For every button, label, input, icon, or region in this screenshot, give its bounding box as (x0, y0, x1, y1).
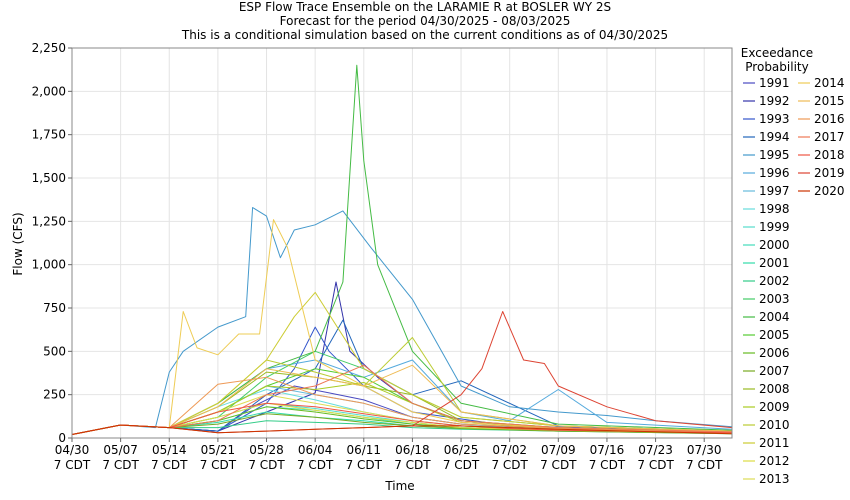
legend-item-2015: 2015 (814, 94, 845, 108)
legend-item-1992: 1992 (759, 94, 790, 108)
x-tick-label-date: 06/18 (395, 443, 430, 457)
chart-title-line-2: Forecast for the period 04/30/2025 - 08/… (279, 14, 571, 28)
legend-item-2008: 2008 (759, 382, 790, 396)
x-tick-label-date: 05/07 (103, 443, 138, 457)
axes: 0 250 500 750 1,000 1,250 1,500 1,750 2,000 2,250… (32, 41, 733, 472)
legend-item-2000: 2000 (759, 238, 790, 252)
y-tick-label: 1,750 (32, 128, 66, 142)
legend-item-2011: 2011 (759, 436, 790, 450)
x-tick-label-time: 7 CDT (102, 458, 139, 472)
series-group (71, 64, 733, 435)
legend-item-2020: 2020 (814, 184, 845, 198)
series-line-2020 (71, 424, 733, 435)
y-tick-label: 1,000 (32, 258, 66, 272)
legend-item-1998: 1998 (759, 202, 790, 216)
legend-item-2017: 2017 (814, 130, 845, 144)
x-tick-label-date: 05/21 (201, 443, 236, 457)
x-tick-label-time: 7 CDT (394, 458, 431, 472)
x-tick-label-time: 7 CDT (248, 458, 285, 472)
x-tick-label-time: 7 CDT (200, 458, 237, 472)
x-tick-label-date: 07/16 (590, 443, 625, 457)
legend-item-1994: 1994 (759, 130, 790, 144)
x-tick-label-time: 7 CDT (637, 458, 674, 472)
x-tick-label-date: 05/14 (152, 443, 187, 457)
x-tick-label-date: 06/04 (298, 443, 333, 457)
series-line-1995 (71, 207, 733, 435)
x-tick-label-time: 7 CDT (686, 458, 723, 472)
y-tick-label: 1,250 (32, 214, 66, 228)
legend-item-1997: 1997 (759, 184, 790, 198)
legend-item-2018: 2018 (814, 148, 845, 162)
y-tick-label: 2,250 (32, 41, 66, 55)
legend-item-1995: 1995 (759, 148, 790, 162)
y-tick-label: 500 (43, 344, 66, 358)
y-tick-label: 0 (58, 431, 66, 445)
x-tick-label-time: 7 CDT (589, 458, 626, 472)
x-tick-label-date: 05/28 (249, 443, 284, 457)
legend-item-1993: 1993 (759, 112, 790, 126)
series-line-2004 (71, 64, 733, 435)
legend-item-2002: 2002 (759, 274, 790, 288)
legend-item-1996: 1996 (759, 166, 790, 180)
chart-title-line-1: ESP Flow Trace Ensemble on the LARAMIE R… (238, 0, 612, 14)
legend-title: Exceedance (741, 46, 813, 60)
x-tick-label-time: 7 CDT (54, 458, 91, 472)
legend-item-2005: 2005 (759, 328, 790, 342)
x-tick-label-date: 06/25 (444, 443, 479, 457)
legend-item-1991: 1991 (759, 76, 790, 90)
series-line-2010 (71, 337, 733, 435)
legend-item-2001: 2001 (759, 256, 790, 270)
x-tick-label-date: 07/23 (638, 443, 673, 457)
legend-item-2014: 2014 (814, 76, 845, 90)
x-axis-label: Time (384, 479, 414, 493)
x-tick-label-time: 7 CDT (297, 458, 334, 472)
legend-item-2016: 2016 (814, 112, 845, 126)
legend-item-2003: 2003 (759, 292, 790, 306)
legend-item-2009: 2009 (759, 400, 790, 414)
legend-item-1999: 1999 (759, 220, 790, 234)
plot-frame (71, 47, 733, 439)
legend-item-2019: 2019 (814, 166, 845, 180)
y-axis-label: Flow (CFS) (11, 212, 25, 275)
x-tick-label-date: 07/30 (687, 443, 722, 457)
legend-item-2006: 2006 (759, 346, 790, 360)
x-tick-label-date: 06/11 (346, 443, 381, 457)
legend-item-2010: 2010 (759, 418, 790, 432)
x-tick-label-time: 7 CDT (491, 458, 528, 472)
y-tick-label: 1,500 (32, 171, 66, 185)
grid-lines (71, 47, 732, 439)
x-tick-label-time: 7 CDT (540, 458, 577, 472)
legend-item-2012: 2012 (759, 454, 790, 468)
series-line-2014 (71, 219, 733, 435)
x-tick-label-time: 7 CDT (151, 458, 188, 472)
x-tick-label-date: 07/09 (541, 443, 576, 457)
legend-title: Probability (745, 60, 808, 74)
x-tick-label-time: 7 CDT (346, 458, 383, 472)
legend-item-2013: 2013 (759, 472, 790, 486)
x-tick-label-time: 7 CDT (443, 458, 480, 472)
legend-item-2007: 2007 (759, 364, 790, 378)
chart-title-line-3: This is a conditional simulation based o… (181, 28, 669, 42)
x-tick-label-date: 04/30 (55, 443, 90, 457)
x-tick-label-date: 07/02 (492, 443, 527, 457)
y-tick-label: 2,000 (32, 84, 66, 98)
y-tick-label: 250 (43, 388, 66, 402)
y-tick-label: 750 (43, 301, 66, 315)
legend-item-2004: 2004 (759, 310, 790, 324)
